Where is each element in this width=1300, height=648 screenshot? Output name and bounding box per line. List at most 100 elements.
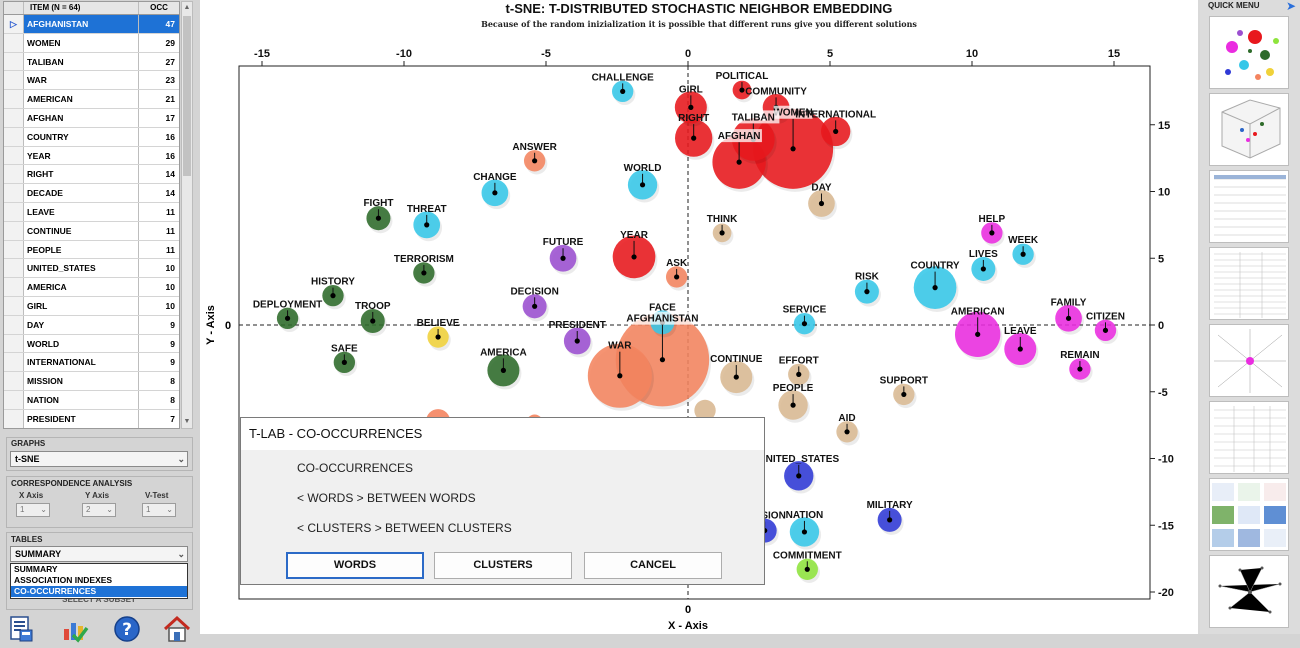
help-button[interactable]: ? (112, 613, 142, 644)
row-occ: 10 (165, 282, 175, 293)
y-axis-label: Y Axis (85, 491, 110, 500)
table-thumb-icon (1214, 406, 1286, 472)
scroll-up-icon[interactable]: ▲ (183, 4, 191, 11)
tables-label: TABLES (11, 535, 43, 544)
point-label: COMMITMENT (773, 550, 842, 561)
y-tick-label: -15 (1158, 520, 1174, 532)
graphs-select[interactable]: t-SNE ⌄ (10, 451, 188, 467)
point-label: SAFE (331, 343, 358, 354)
quick-thumb-tsne[interactable] (1209, 16, 1289, 89)
dialog-title: T-LAB - CO-OCCURRENCES (241, 418, 764, 450)
quick-thumb-charts[interactable] (1209, 478, 1289, 551)
home-icon (163, 615, 191, 642)
point-dot (864, 289, 870, 295)
row-occ: 16 (165, 150, 175, 161)
quick-thumb-3d[interactable] (1209, 93, 1289, 166)
table-row[interactable]: AMERICA 10 (4, 278, 179, 297)
table-row[interactable]: DECADE 14 (4, 184, 179, 203)
table-row[interactable]: WAR 23 (4, 71, 179, 91)
scrollbar-thumb[interactable] (183, 16, 191, 176)
row-occ: 27 (165, 56, 175, 67)
tables-option[interactable]: ASSOCIATION INDEXES (14, 575, 113, 585)
table-row[interactable]: COUNTRY 16 (4, 127, 179, 147)
point-dot (796, 473, 802, 479)
row-pointer-icon: ▷ (4, 15, 24, 33)
row-item: PRESIDENT (24, 409, 139, 428)
quick-thumb-table-3[interactable] (1209, 401, 1289, 474)
y-tick-label: -5 (1158, 387, 1168, 399)
table-row[interactable]: ▷ AFGHANISTAN 47 (4, 15, 179, 34)
table-row[interactable]: AFGHAN 17 (4, 108, 179, 128)
chart-subtitle: Because of the random inizialization it … (481, 19, 917, 29)
y-tick-label: 15 (1158, 120, 1170, 132)
table-row[interactable]: CONTINUE 11 (4, 221, 179, 241)
arrow-right-icon[interactable]: ➤ (1286, 0, 1297, 13)
table-scrollbar[interactable]: ▲ ▼ (181, 1, 193, 429)
quick-thumb-radial[interactable] (1209, 324, 1289, 397)
table-header: ITEM (N = 64) OCC (4, 2, 179, 15)
table-row[interactable]: AMERICAN 21 (4, 90, 179, 109)
row-item: DAY (24, 315, 139, 334)
horizontal-scrollbar[interactable] (200, 634, 1300, 648)
table-row[interactable]: NATION 8 (4, 390, 179, 410)
point-label: AFGHAN (718, 131, 761, 142)
quick-thumb-table-1[interactable] (1209, 170, 1289, 243)
y-axis-select[interactable]: 2 ⌄ (82, 503, 116, 517)
point-dot (639, 182, 646, 188)
x-axis-select[interactable]: 1 ⌄ (16, 503, 50, 517)
point-label: INTERNATIONAL (795, 109, 876, 120)
x-tick-label: 0 (685, 48, 691, 60)
cancel-button[interactable]: CANCEL (584, 552, 722, 579)
point-dot (1020, 251, 1026, 257)
dialog-line-clusters: < CLUSTERS > BETWEEN CLUSTERS (297, 521, 512, 535)
chart-check-button[interactable] (60, 613, 90, 644)
partial-point (694, 399, 716, 422)
table-row[interactable]: PEOPLE 11 (4, 240, 179, 260)
y-axis-label: Y - Axis (205, 305, 217, 345)
row-item: WAR (24, 71, 139, 90)
home-button[interactable] (162, 613, 192, 644)
table-row[interactable]: WOMEN 29 (4, 33, 179, 53)
table-row[interactable]: DAY 9 (4, 315, 179, 335)
table-row[interactable]: WORLD 9 (4, 334, 179, 354)
tables-option[interactable]: CO-OCCURRENCES (11, 586, 187, 597)
table-row[interactable]: YEAR 16 (4, 146, 179, 166)
table-row[interactable]: GIRL 10 (4, 296, 179, 316)
point-label: CHANGE (473, 172, 517, 183)
quick-thumb-table-2[interactable] (1209, 247, 1289, 320)
table-row[interactable]: INTERNATIONAL 9 (4, 353, 179, 373)
point-label: TALIBAN (732, 112, 775, 123)
x-tick-label: 5 (827, 48, 833, 60)
vtest-select[interactable]: 1 ⌄ (142, 503, 176, 517)
point-dot (790, 402, 796, 408)
table-row[interactable]: TALIBAN 27 (4, 52, 179, 72)
quick-thumb-network[interactable] (1209, 555, 1289, 628)
scroll-down-icon[interactable]: ▼ (183, 418, 191, 425)
point-dot (330, 293, 336, 299)
dialog-line-words: < WORDS > BETWEEN WORDS (297, 491, 476, 505)
table-row[interactable]: LEAVE 11 (4, 202, 179, 222)
graphs-label: GRAPHS (11, 439, 46, 448)
report-button[interactable] (6, 613, 36, 644)
table-row[interactable]: RIGHT 14 (4, 165, 179, 185)
point-dot (719, 230, 725, 236)
radial-thumb-icon (1214, 329, 1286, 393)
row-occ: 21 (165, 94, 175, 105)
point-dot (691, 135, 697, 141)
table-row[interactable]: PRESIDENT 7 (4, 409, 179, 428)
col-occ-header[interactable]: OCC (150, 3, 168, 12)
row-item: COUNTRY (24, 127, 139, 146)
tables-option[interactable]: SUMMARY (14, 564, 58, 574)
report-icon (10, 615, 33, 641)
tables-select[interactable]: SUMMARY ⌄ (10, 546, 188, 562)
words-button[interactable]: WORDS (286, 552, 424, 579)
col-item-header[interactable]: ITEM (N = 64) (24, 2, 139, 14)
point-dot (733, 374, 739, 380)
table-row[interactable]: UNITED_STATES 10 (4, 259, 179, 279)
correspondence-group: CORRESPONDENCE ANALYSIS X Axis Y Axis V-… (6, 476, 193, 528)
clusters-button[interactable]: CLUSTERS (434, 552, 572, 579)
point-dot (492, 190, 498, 196)
table-row[interactable]: MISSION 8 (4, 372, 179, 391)
tables-group: TABLES SUMMARY ⌄ (6, 532, 193, 610)
select-subset-button[interactable]: SELECT A SUBSET (62, 596, 136, 604)
